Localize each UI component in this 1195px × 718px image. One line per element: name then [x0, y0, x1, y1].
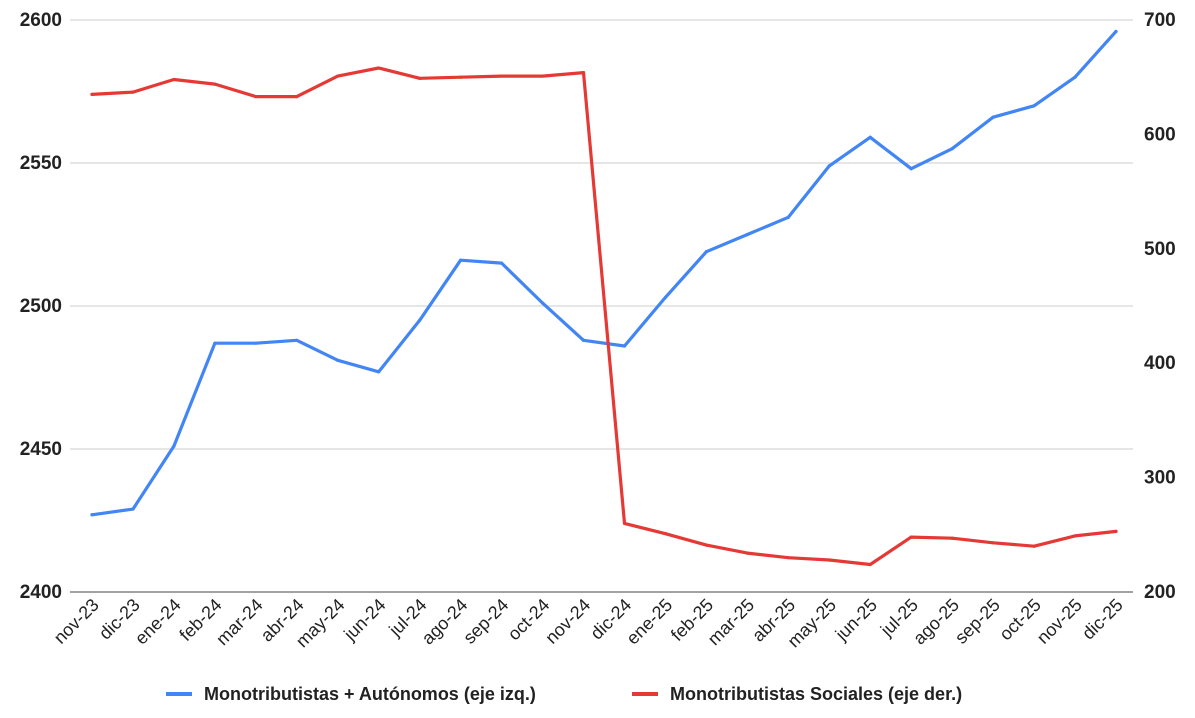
x-tick-label: mar-24: [212, 595, 266, 649]
x-tick-label: nov-24: [541, 595, 594, 648]
data-point: [377, 370, 381, 374]
data-point: [950, 536, 954, 540]
data-point: [786, 556, 790, 560]
data-point: [172, 77, 176, 82]
data-point: [540, 74, 545, 78]
data-point: [213, 82, 217, 86]
data-point: [991, 541, 995, 545]
data-point: [909, 167, 913, 171]
data-point: [704, 543, 709, 547]
y-left-tick-label: 2500: [20, 296, 62, 317]
y-left-tick-label: 2600: [20, 10, 62, 31]
data-point: [131, 90, 135, 94]
data-point: [90, 513, 94, 517]
data-point: [868, 135, 872, 139]
data-point: [500, 261, 504, 265]
data-point: [704, 250, 709, 254]
data-point: [622, 521, 627, 525]
y-left-tick-label: 2450: [20, 439, 62, 460]
y-right-tick-label: 500: [1144, 239, 1176, 260]
data-point: [377, 66, 381, 70]
data-point: [336, 358, 340, 362]
data-point: [909, 535, 913, 539]
data-point: [1114, 29, 1118, 34]
data-point: [868, 562, 872, 567]
data-point: [991, 115, 995, 119]
series-line-1: [90, 29, 1118, 517]
data-point: [1114, 529, 1118, 533]
data-point: [459, 75, 463, 79]
data-point: [254, 95, 258, 99]
data-point: [786, 215, 790, 219]
data-point: [1032, 104, 1036, 108]
data-point: [213, 341, 217, 345]
x-tick-label: dic-25: [1078, 595, 1127, 644]
data-point: [663, 532, 668, 536]
data-point: [418, 76, 422, 80]
x-tick-label: ago-24: [418, 595, 472, 649]
data-point: [336, 74, 340, 78]
data-point: [745, 551, 749, 555]
data-point: [1032, 544, 1036, 548]
data-point: [540, 301, 545, 305]
data-point: [500, 74, 504, 78]
legend-label: Monotributistas Sociales (eje der.): [670, 684, 962, 704]
data-point: [172, 444, 176, 448]
y-right-tick-label: 700: [1144, 10, 1176, 31]
x-tick-label: mar-25: [704, 595, 758, 649]
data-point: [295, 95, 299, 99]
x-tick-label: ago-25: [909, 595, 963, 649]
data-point: [581, 338, 586, 342]
data-point: [950, 147, 954, 151]
data-point: [90, 92, 94, 96]
data-point: [827, 164, 831, 168]
y-left-tick-label: 2550: [20, 153, 62, 174]
data-point: [254, 341, 258, 345]
series-line-2: [90, 66, 1118, 567]
data-point: [418, 318, 422, 322]
x-tick-label: nov-25: [1033, 595, 1086, 648]
data-point: [827, 558, 831, 562]
legend-label: Monotributistas + Autónomos (eje izq.): [204, 684, 536, 704]
data-point: [1073, 75, 1077, 79]
x-tick-label: jun-24: [339, 595, 389, 645]
data-point: [663, 295, 668, 300]
x-tick-label: sep-24: [459, 595, 512, 648]
data-point: [581, 71, 586, 75]
data-point: [1073, 534, 1077, 538]
y-right-tick-label: 300: [1144, 468, 1176, 489]
y-right-tick-label: 600: [1144, 124, 1176, 145]
data-point: [131, 507, 135, 511]
x-tick-label: ene-24: [131, 595, 185, 649]
x-tick-label: sep-25: [951, 595, 1004, 648]
y-left-tick-label: 2400: [20, 582, 62, 603]
data-point: [745, 232, 749, 237]
y-right-tick-label: 200: [1144, 582, 1176, 603]
data-point: [295, 338, 299, 342]
data-point: [459, 258, 463, 262]
x-tick-label: jun-25: [831, 595, 881, 645]
data-point: [622, 344, 627, 348]
y-right-tick-label: 400: [1144, 353, 1176, 374]
x-tick-label: ene-25: [622, 595, 676, 649]
